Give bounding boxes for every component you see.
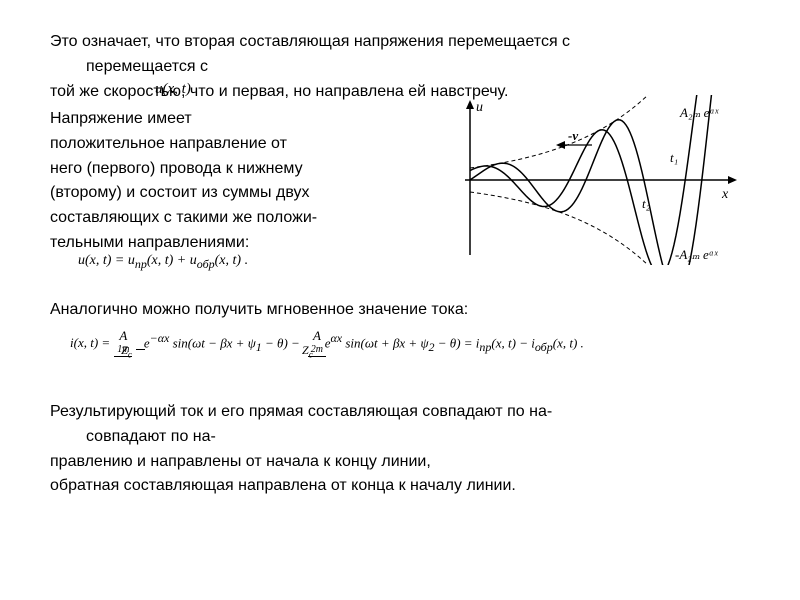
svg-text:u: u xyxy=(476,100,483,115)
svg-text:-v: -v xyxy=(568,128,578,143)
para2: Напряжение имеет положительное направлен… xyxy=(50,107,410,256)
para2-l1: Напряжение имеет xyxy=(50,107,410,132)
svg-text:t₂: t₂ xyxy=(642,196,651,211)
formula-ixt: i(x, t) = A1m Zc e−αx sin(ωt − βx + ψ1 −… xyxy=(70,325,770,360)
para2-l4: (второму) и состоит из суммы двух xyxy=(50,181,410,206)
para1-cont: перемещается с xyxy=(86,55,746,80)
formula-sum: u(x, t) = uпр(x, t) + uобр(x, t) . xyxy=(78,253,248,272)
svg-text:A₂ₘ eᵅˣ: A₂ₘ eᵅˣ xyxy=(679,105,719,120)
para2-l2: положительное направление от xyxy=(50,132,410,157)
para2-l3: него (первого) провода к нижнему xyxy=(50,157,410,182)
wave-chart: u x -v A₂ₘ eᵅˣ -A₂ₘ eᵅˣ t₁ t₂ xyxy=(440,95,740,265)
para4-l1b: совпадают по на- xyxy=(50,425,750,450)
para3-l1: Аналогично можно получить мгновенное зна… xyxy=(50,298,750,323)
svg-text:t₁: t₁ xyxy=(670,150,678,165)
para4: Результирующий ток и его прямая составля… xyxy=(50,400,750,499)
svg-text:-A₂ₘ eᵅˣ: -A₂ₘ eᵅˣ xyxy=(675,247,718,262)
formula-uxt: u(x, t) xyxy=(155,81,191,98)
para1-l1: Это означает, что вторая составляющая на… xyxy=(50,30,750,55)
para1-line1: Это означает, что вторая составляющая на… xyxy=(50,30,750,55)
para4-l3: обратная составляющая направлена от конц… xyxy=(50,474,750,499)
para4-l1: Результирующий ток и его прямая составля… xyxy=(50,400,750,425)
para2-l5: составляющих с такими же положи- xyxy=(50,206,410,231)
page: Это означает, что вторая составляющая на… xyxy=(0,0,800,600)
para4-l2: правлению и направлены от начала к концу… xyxy=(50,450,750,475)
svg-text:x: x xyxy=(721,187,729,202)
